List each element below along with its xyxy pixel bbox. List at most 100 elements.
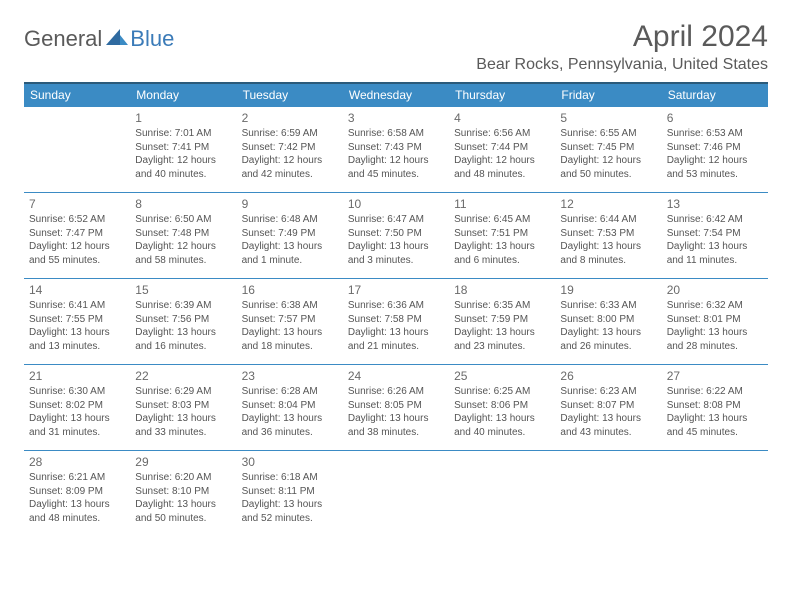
day-number: 5 <box>560 110 656 126</box>
sunrise-text: Sunrise: 6:56 AM <box>454 127 550 141</box>
day-number: 12 <box>560 196 656 212</box>
day-number: 11 <box>454 196 550 212</box>
sunrise-text: Sunrise: 6:47 AM <box>348 213 444 227</box>
calendar-day-cell: 11Sunrise: 6:45 AMSunset: 7:51 PMDayligh… <box>449 193 555 279</box>
weekday-header: Sunday <box>24 83 130 107</box>
sunrise-text: Sunrise: 6:26 AM <box>348 385 444 399</box>
calendar-day-cell: 2Sunrise: 6:59 AMSunset: 7:42 PMDaylight… <box>237 107 343 193</box>
calendar-day-cell: 26Sunrise: 6:23 AMSunset: 8:07 PMDayligh… <box>555 365 661 451</box>
sunset-text: Sunset: 7:49 PM <box>242 227 338 241</box>
sunrise-text: Sunrise: 6:23 AM <box>560 385 656 399</box>
sunrise-text: Sunrise: 6:38 AM <box>242 299 338 313</box>
sunrise-text: Sunrise: 6:53 AM <box>667 127 763 141</box>
sunset-text: Sunset: 8:00 PM <box>560 313 656 327</box>
day-number: 1 <box>135 110 231 126</box>
daylight-text: Daylight: 13 hours and 33 minutes. <box>135 412 231 439</box>
day-number: 4 <box>454 110 550 126</box>
weekday-header: Tuesday <box>237 83 343 107</box>
daylight-text: Daylight: 13 hours and 13 minutes. <box>29 326 125 353</box>
calendar-day-cell: 6Sunrise: 6:53 AMSunset: 7:46 PMDaylight… <box>662 107 768 193</box>
daylight-text: Daylight: 13 hours and 28 minutes. <box>667 326 763 353</box>
sunset-text: Sunset: 7:55 PM <box>29 313 125 327</box>
day-number: 22 <box>135 368 231 384</box>
daylight-text: Daylight: 13 hours and 43 minutes. <box>560 412 656 439</box>
daylight-text: Daylight: 12 hours and 42 minutes. <box>242 154 338 181</box>
day-number: 29 <box>135 454 231 470</box>
sunset-text: Sunset: 7:45 PM <box>560 141 656 155</box>
sunset-text: Sunset: 7:47 PM <box>29 227 125 241</box>
sunset-text: Sunset: 7:58 PM <box>348 313 444 327</box>
calendar-day-cell <box>24 107 130 193</box>
daylight-text: Daylight: 13 hours and 50 minutes. <box>135 498 231 525</box>
sunset-text: Sunset: 7:54 PM <box>667 227 763 241</box>
calendar-day-cell: 29Sunrise: 6:20 AMSunset: 8:10 PMDayligh… <box>130 451 236 537</box>
daylight-text: Daylight: 13 hours and 52 minutes. <box>242 498 338 525</box>
calendar-day-cell: 13Sunrise: 6:42 AMSunset: 7:54 PMDayligh… <box>662 193 768 279</box>
calendar-header-row: SundayMondayTuesdayWednesdayThursdayFrid… <box>24 83 768 107</box>
calendar-day-cell: 10Sunrise: 6:47 AMSunset: 7:50 PMDayligh… <box>343 193 449 279</box>
sunrise-text: Sunrise: 6:18 AM <box>242 471 338 485</box>
day-number: 26 <box>560 368 656 384</box>
day-number: 7 <box>29 196 125 212</box>
sunset-text: Sunset: 7:42 PM <box>242 141 338 155</box>
calendar-day-cell: 24Sunrise: 6:26 AMSunset: 8:05 PMDayligh… <box>343 365 449 451</box>
sunset-text: Sunset: 8:03 PM <box>135 399 231 413</box>
daylight-text: Daylight: 13 hours and 31 minutes. <box>29 412 125 439</box>
daylight-text: Daylight: 12 hours and 58 minutes. <box>135 240 231 267</box>
weekday-header: Saturday <box>662 83 768 107</box>
day-number: 30 <box>242 454 338 470</box>
day-number: 18 <box>454 282 550 298</box>
calendar-day-cell: 18Sunrise: 6:35 AMSunset: 7:59 PMDayligh… <box>449 279 555 365</box>
calendar-day-cell: 27Sunrise: 6:22 AMSunset: 8:08 PMDayligh… <box>662 365 768 451</box>
calendar-day-cell: 25Sunrise: 6:25 AMSunset: 8:06 PMDayligh… <box>449 365 555 451</box>
sunrise-text: Sunrise: 6:21 AM <box>29 471 125 485</box>
daylight-text: Daylight: 13 hours and 23 minutes. <box>454 326 550 353</box>
daylight-text: Daylight: 12 hours and 40 minutes. <box>135 154 231 181</box>
sunrise-text: Sunrise: 6:29 AM <box>135 385 231 399</box>
daylight-text: Daylight: 13 hours and 21 minutes. <box>348 326 444 353</box>
sunrise-text: Sunrise: 6:41 AM <box>29 299 125 313</box>
day-number: 3 <box>348 110 444 126</box>
sunset-text: Sunset: 8:08 PM <box>667 399 763 413</box>
calendar-week-row: 28Sunrise: 6:21 AMSunset: 8:09 PMDayligh… <box>24 451 768 537</box>
sunrise-text: Sunrise: 6:36 AM <box>348 299 444 313</box>
calendar-day-cell: 1Sunrise: 7:01 AMSunset: 7:41 PMDaylight… <box>130 107 236 193</box>
calendar-day-cell <box>449 451 555 537</box>
calendar-day-cell: 20Sunrise: 6:32 AMSunset: 8:01 PMDayligh… <box>662 279 768 365</box>
sunset-text: Sunset: 8:09 PM <box>29 485 125 499</box>
calendar-week-row: 7Sunrise: 6:52 AMSunset: 7:47 PM Daylight… <box>24 193 768 279</box>
sunrise-text: Sunrise: 6:39 AM <box>135 299 231 313</box>
sunrise-text: Sunrise: 6:25 AM <box>454 385 550 399</box>
daylight-text: Daylight: 13 hours and 3 minutes. <box>348 240 444 267</box>
day-number: 24 <box>348 368 444 384</box>
sunset-text: Sunset: 8:10 PM <box>135 485 231 499</box>
day-number: 21 <box>29 368 125 384</box>
calendar-day-cell: 3Sunrise: 6:58 AMSunset: 7:43 PMDaylight… <box>343 107 449 193</box>
sunset-text: Sunset: 7:59 PM <box>454 313 550 327</box>
sunrise-text: Sunrise: 6:52 AM <box>29 213 125 227</box>
weekday-header: Friday <box>555 83 661 107</box>
sunset-text: Sunset: 8:07 PM <box>560 399 656 413</box>
sunset-text: Sunset: 7:48 PM <box>135 227 231 241</box>
sunset-text: Sunset: 8:02 PM <box>29 399 125 413</box>
sunset-text: Sunset: 7:44 PM <box>454 141 550 155</box>
sunrise-text: Sunrise: 6:20 AM <box>135 471 231 485</box>
sunset-text: Sunset: 7:53 PM <box>560 227 656 241</box>
calendar-day-cell: 7Sunrise: 6:52 AMSunset: 7:47 PMDaylight… <box>24 193 130 279</box>
day-number: 25 <box>454 368 550 384</box>
sunrise-text: Sunrise: 6:33 AM <box>560 299 656 313</box>
calendar-day-cell <box>343 451 449 537</box>
calendar-day-cell: 15Sunrise: 6:39 AMSunset: 7:56 PMDayligh… <box>130 279 236 365</box>
sunset-text: Sunset: 8:04 PM <box>242 399 338 413</box>
day-number: 20 <box>667 282 763 298</box>
sunrise-text: Sunrise: 6:42 AM <box>667 213 763 227</box>
day-number: 10 <box>348 196 444 212</box>
weekday-header: Monday <box>130 83 236 107</box>
daylight-text: Daylight: 13 hours and 36 minutes. <box>242 412 338 439</box>
sunset-text: Sunset: 7:43 PM <box>348 141 444 155</box>
sunrise-text: Sunrise: 6:32 AM <box>667 299 763 313</box>
calendar-day-cell: 12Sunrise: 6:44 AMSunset: 7:53 PMDayligh… <box>555 193 661 279</box>
logo-triangle-icon <box>106 29 128 50</box>
calendar-day-cell: 21Sunrise: 6:30 AMSunset: 8:02 PMDayligh… <box>24 365 130 451</box>
sunset-text: Sunset: 7:41 PM <box>135 141 231 155</box>
